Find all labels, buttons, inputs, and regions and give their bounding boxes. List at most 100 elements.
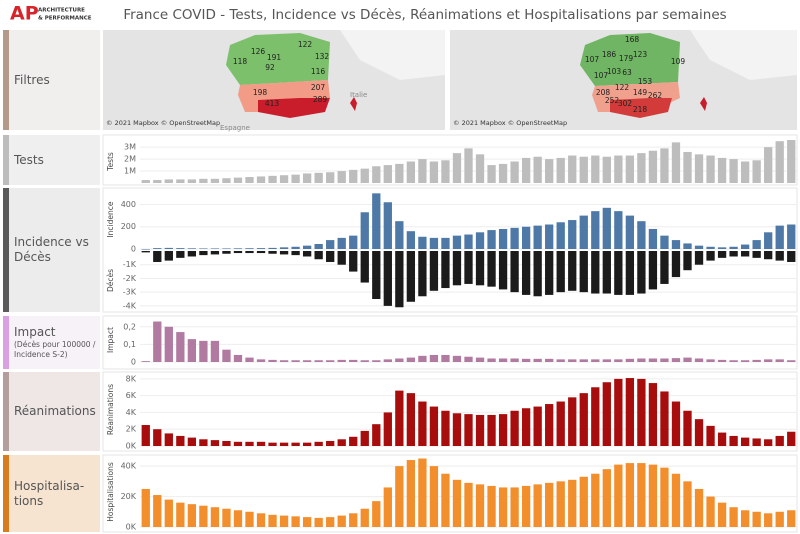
bar	[406, 231, 416, 249]
bar	[256, 359, 266, 362]
bar	[475, 154, 485, 183]
bar	[614, 251, 623, 295]
bar	[787, 251, 796, 262]
bar	[349, 513, 358, 527]
bar	[614, 155, 623, 183]
bar	[210, 248, 220, 249]
bar	[464, 148, 473, 183]
y-tick-label: 6K	[126, 391, 137, 400]
map-label: 168	[625, 35, 640, 44]
bar	[637, 358, 646, 362]
bar	[164, 247, 173, 249]
bar	[176, 251, 185, 258]
bar	[256, 441, 266, 446]
bar	[764, 439, 773, 446]
bar	[717, 359, 727, 362]
bar	[533, 358, 542, 362]
y-tick-label: 20K	[121, 492, 137, 501]
panel-title: Incidence vs Décès	[14, 235, 89, 264]
y-tick-label: 2K	[126, 425, 137, 434]
bar	[740, 510, 750, 527]
bar	[291, 246, 300, 249]
bar	[164, 179, 173, 183]
bar	[291, 442, 300, 446]
bar	[717, 432, 727, 446]
y-tick-label: 200	[121, 222, 136, 231]
bar	[510, 227, 519, 249]
bar	[533, 484, 542, 527]
bar	[694, 154, 704, 183]
panel-title: Impact	[14, 325, 56, 339]
bar	[441, 473, 450, 527]
bar	[602, 382, 611, 446]
y-axis-label: Réanimations	[106, 384, 115, 435]
map-label: 413	[265, 99, 280, 108]
y-tick-label: 0,2	[123, 322, 136, 331]
bar	[153, 429, 162, 446]
bar	[602, 469, 611, 527]
map-label: 63	[622, 68, 632, 77]
bar	[775, 359, 784, 362]
bar	[740, 251, 750, 257]
bar	[429, 251, 439, 291]
bar	[729, 159, 738, 183]
y-tick-label: 0K	[126, 523, 137, 532]
bar	[752, 240, 761, 249]
bar	[395, 390, 404, 446]
bar	[510, 251, 519, 293]
bar	[660, 251, 669, 284]
bar	[602, 251, 611, 294]
bar	[153, 321, 162, 362]
y-axis-label: Décès	[106, 269, 115, 292]
bar	[268, 514, 277, 527]
panel-bg	[102, 187, 798, 313]
bar	[764, 147, 773, 183]
bar	[787, 140, 796, 183]
panel-title: Tests	[14, 152, 44, 167]
bar	[360, 430, 369, 446]
bar	[521, 358, 531, 362]
bar	[360, 360, 369, 362]
map-label: 149	[633, 88, 648, 97]
y-tick-label: 0K	[126, 442, 137, 451]
y-tick-label: -2K	[123, 274, 137, 283]
place: Espagne	[220, 124, 250, 132]
map-label: 208	[596, 88, 611, 97]
bar	[210, 507, 220, 527]
bar	[591, 359, 600, 362]
map-label: 218	[633, 105, 648, 114]
map-label: 132	[315, 52, 330, 61]
bar	[498, 487, 508, 527]
bar	[429, 237, 439, 249]
bar	[372, 501, 381, 527]
map-label: 191	[267, 53, 282, 62]
brand: & PERFORMANCE	[38, 16, 92, 22]
bar	[752, 160, 761, 183]
bar	[314, 251, 323, 260]
bar	[164, 499, 173, 527]
bar	[591, 473, 600, 527]
map-label: 262	[648, 91, 663, 100]
bar	[729, 507, 738, 527]
bar	[579, 393, 588, 446]
bar	[279, 442, 289, 446]
bar	[199, 340, 208, 362]
bar	[752, 438, 761, 446]
bar	[199, 178, 208, 183]
bar	[452, 153, 462, 183]
bar	[614, 464, 623, 527]
bar	[210, 340, 220, 362]
bar	[545, 404, 554, 446]
bar	[245, 357, 254, 362]
bar	[787, 510, 796, 527]
bar	[441, 410, 450, 446]
bar	[556, 157, 565, 183]
bar	[383, 412, 392, 446]
bar	[372, 251, 381, 300]
bar	[176, 248, 185, 249]
bar	[153, 180, 162, 183]
bar	[498, 358, 508, 362]
map-label: 179	[619, 54, 634, 63]
bar	[591, 387, 600, 446]
bar	[521, 226, 531, 249]
